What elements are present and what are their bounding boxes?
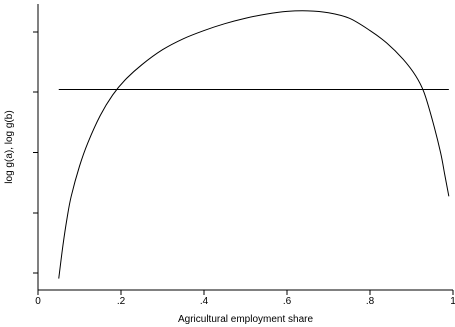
plot-frame <box>37 4 453 291</box>
y-axis-label: log g(a), log g(b) <box>4 110 15 183</box>
y-axis-ticks <box>33 31 38 274</box>
x-tick-label: .8 <box>366 296 375 307</box>
x-tick-label: .2 <box>117 296 126 307</box>
series-layer <box>58 10 450 279</box>
x-tick-label: .4 <box>200 296 209 307</box>
x-tick-label: 0 <box>35 296 41 307</box>
series-line-curve <box>58 10 450 279</box>
x-tick-label: .6 <box>283 296 292 307</box>
x-tick-label: 1 <box>450 296 455 307</box>
x-axis-label: Agricultural employment share <box>178 314 313 325</box>
x-axis-ticks: 0 .2 .4 .6 .8 1 <box>35 290 455 307</box>
